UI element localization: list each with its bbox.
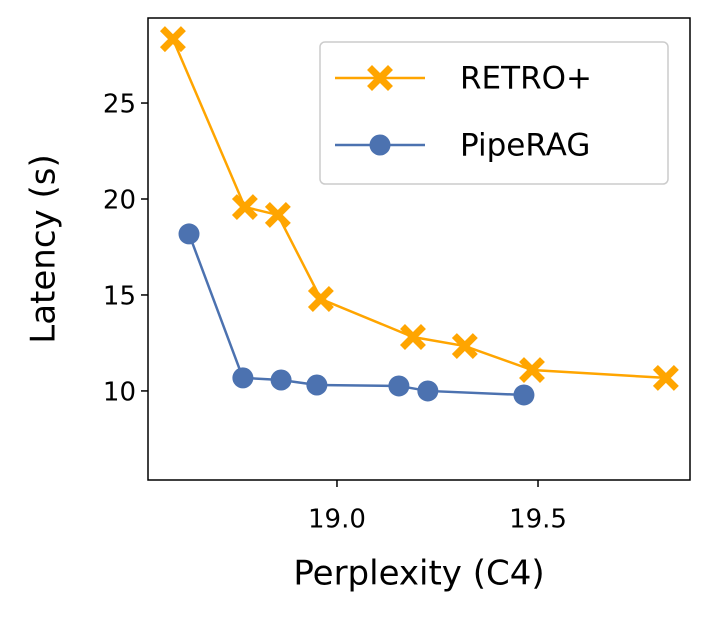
marker bbox=[307, 286, 334, 312]
legend-marker bbox=[369, 134, 391, 156]
x-axis-label: Perplexity (C4) bbox=[293, 554, 544, 594]
marker bbox=[270, 369, 292, 391]
plot-frame bbox=[147, 17, 691, 481]
marker bbox=[652, 364, 679, 391]
legend-label: PipeRAG bbox=[460, 128, 590, 164]
y-tick-label: 25 bbox=[103, 90, 136, 120]
legend-marker bbox=[367, 65, 393, 91]
marker bbox=[232, 367, 254, 389]
marker bbox=[159, 26, 186, 53]
x-tick-label: 19.0 bbox=[308, 505, 366, 535]
x-tick-label: 19.5 bbox=[509, 505, 567, 535]
marker bbox=[388, 375, 410, 397]
legend-label: RETRO+ bbox=[460, 61, 592, 97]
marker bbox=[306, 374, 328, 396]
marker bbox=[178, 223, 200, 245]
marker bbox=[513, 384, 535, 406]
marker bbox=[417, 380, 439, 402]
y-tick-label: 10 bbox=[103, 377, 136, 407]
marker bbox=[400, 324, 426, 350]
y-axis-label: Latency (s) bbox=[24, 154, 64, 343]
marker bbox=[519, 357, 545, 383]
y-tick-label: 15 bbox=[103, 281, 136, 311]
marker bbox=[264, 201, 291, 228]
y-tick-label: 20 bbox=[103, 185, 136, 215]
marker bbox=[451, 333, 478, 359]
marker bbox=[231, 194, 258, 221]
